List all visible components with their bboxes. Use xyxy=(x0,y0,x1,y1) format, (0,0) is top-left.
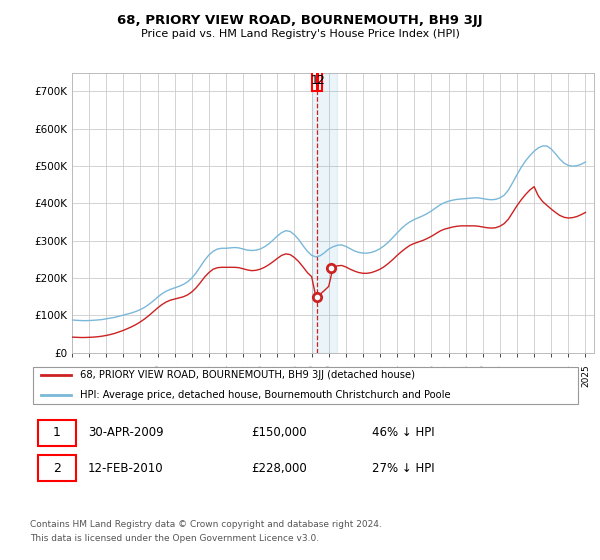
Text: 2006: 2006 xyxy=(256,364,265,387)
Text: 27% ↓ HPI: 27% ↓ HPI xyxy=(372,462,435,475)
Text: 46% ↓ HPI: 46% ↓ HPI xyxy=(372,426,435,439)
Text: 2010: 2010 xyxy=(324,364,333,387)
Text: 2018: 2018 xyxy=(461,364,470,387)
Text: 2009: 2009 xyxy=(307,364,316,387)
Text: 2011: 2011 xyxy=(341,364,350,387)
Text: 1: 1 xyxy=(311,74,319,87)
Text: 2: 2 xyxy=(316,74,324,87)
Text: 2007: 2007 xyxy=(273,364,282,387)
Text: 30-APR-2009: 30-APR-2009 xyxy=(88,426,164,439)
Text: Contains HM Land Registry data © Crown copyright and database right 2024.: Contains HM Land Registry data © Crown c… xyxy=(30,520,382,529)
Text: £228,000: £228,000 xyxy=(251,462,307,475)
Text: 2014: 2014 xyxy=(392,364,401,387)
Text: Price paid vs. HM Land Registry's House Price Index (HPI): Price paid vs. HM Land Registry's House … xyxy=(140,29,460,39)
Text: 2005: 2005 xyxy=(239,364,248,387)
Text: 2016: 2016 xyxy=(427,364,436,387)
FancyBboxPatch shape xyxy=(317,70,322,91)
Text: 2012: 2012 xyxy=(358,364,367,387)
FancyBboxPatch shape xyxy=(33,367,578,404)
Text: 12-FEB-2010: 12-FEB-2010 xyxy=(88,462,164,475)
Text: 2013: 2013 xyxy=(376,364,385,387)
Text: 68, PRIORY VIEW ROAD, BOURNEMOUTH, BH9 3JJ (detached house): 68, PRIORY VIEW ROAD, BOURNEMOUTH, BH9 3… xyxy=(80,370,415,380)
Bar xyxy=(311,73,337,353)
Text: 1996: 1996 xyxy=(85,364,94,387)
Text: 2024: 2024 xyxy=(564,364,573,386)
Text: 2022: 2022 xyxy=(530,364,539,386)
Text: 2004: 2004 xyxy=(221,364,230,387)
Text: 2001: 2001 xyxy=(170,364,179,387)
Text: 1998: 1998 xyxy=(119,364,128,387)
Text: 2008: 2008 xyxy=(290,364,299,387)
Text: 1999: 1999 xyxy=(136,364,145,387)
Text: £150,000: £150,000 xyxy=(251,426,307,439)
Text: 2002: 2002 xyxy=(187,364,196,387)
Text: 2020: 2020 xyxy=(496,364,505,387)
Text: 2: 2 xyxy=(53,462,61,475)
Text: 2017: 2017 xyxy=(444,364,453,387)
Text: 2003: 2003 xyxy=(205,364,214,387)
Text: 2015: 2015 xyxy=(410,364,419,387)
Text: 1995: 1995 xyxy=(67,364,77,387)
Text: 68, PRIORY VIEW ROAD, BOURNEMOUTH, BH9 3JJ: 68, PRIORY VIEW ROAD, BOURNEMOUTH, BH9 3… xyxy=(117,14,483,27)
FancyBboxPatch shape xyxy=(38,455,76,481)
Text: 1997: 1997 xyxy=(102,364,111,387)
Text: 2019: 2019 xyxy=(478,364,487,387)
Text: This data is licensed under the Open Government Licence v3.0.: This data is licensed under the Open Gov… xyxy=(30,534,319,543)
Text: HPI: Average price, detached house, Bournemouth Christchurch and Poole: HPI: Average price, detached house, Bour… xyxy=(80,390,451,400)
Text: 1: 1 xyxy=(53,426,61,439)
Text: 2000: 2000 xyxy=(153,364,162,387)
Text: 2023: 2023 xyxy=(547,364,556,387)
FancyBboxPatch shape xyxy=(312,70,317,91)
Text: 2021: 2021 xyxy=(512,364,521,387)
Text: 2025: 2025 xyxy=(581,364,590,387)
FancyBboxPatch shape xyxy=(38,420,76,446)
